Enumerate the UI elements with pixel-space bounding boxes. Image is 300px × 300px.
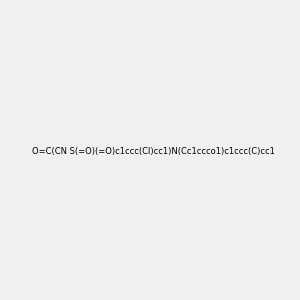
- Text: O=C(CN S(=O)(=O)c1ccc(Cl)cc1)N(Cc1ccco1)c1ccc(C)cc1: O=C(CN S(=O)(=O)c1ccc(Cl)cc1)N(Cc1ccco1)…: [32, 147, 275, 156]
